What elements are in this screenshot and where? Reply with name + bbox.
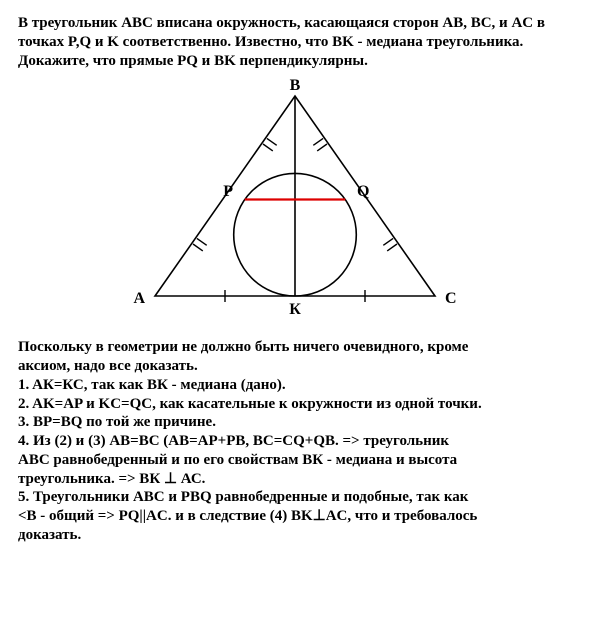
solution-step-3: 3. BP=BQ по той же причине. <box>18 413 571 432</box>
problem-line-1: В треугольник ABC вписана окружность, ка… <box>18 14 571 33</box>
tick-bq <box>313 139 327 152</box>
label-a: A <box>133 290 145 307</box>
solution-step-2: 2. AK=AP и KC=QC, как касательные к окру… <box>18 395 571 414</box>
label-q: Q <box>357 183 369 200</box>
label-p: P <box>223 183 233 200</box>
solution-step-5a: 5. Треугольники ABC и PBQ равнобедренные… <box>18 488 571 507</box>
tick-cq <box>383 239 397 252</box>
geometry-figure: B A C К P Q <box>105 76 485 336</box>
solution-step-4c: треугольника. => BК ⊥ АС. <box>18 470 571 489</box>
figure-container: B A C К P Q <box>18 76 571 336</box>
label-k: К <box>289 301 301 318</box>
problem-line-3: Докажите, что прямые PQ и BK перпендикул… <box>18 52 571 71</box>
problem-line-2: точках P,Q и K соответственно. Известно,… <box>18 33 571 52</box>
solution-step-4b: ABC равнобедренный и по его свойствам BК… <box>18 451 571 470</box>
label-b: B <box>289 77 300 94</box>
label-c: C <box>445 290 457 307</box>
solution-step-5b: <B - общий => PQ||AC. и в следствие (4) … <box>18 507 571 526</box>
solution-intro-1: Поскольку в геометрии не должно быть нич… <box>18 338 571 357</box>
solution-intro-2: аксиом, надо все доказать. <box>18 357 571 376</box>
solution-step-4a: 4. Из (2) и (3) AB=BC (AB=AP+PB, BC=CQ+Q… <box>18 432 571 451</box>
tick-bp <box>263 139 277 152</box>
page: В треугольник ABC вписана окружность, ка… <box>0 0 589 639</box>
solution-step-1: 1. AК=КС, так как BК - медиана (дано). <box>18 376 571 395</box>
solution-step-5c: доказать. <box>18 526 571 545</box>
solution-text: Поскольку в геометрии не должно быть нич… <box>18 338 571 544</box>
tick-ap <box>193 239 207 252</box>
problem-statement: В треугольник ABC вписана окружность, ка… <box>18 14 571 70</box>
